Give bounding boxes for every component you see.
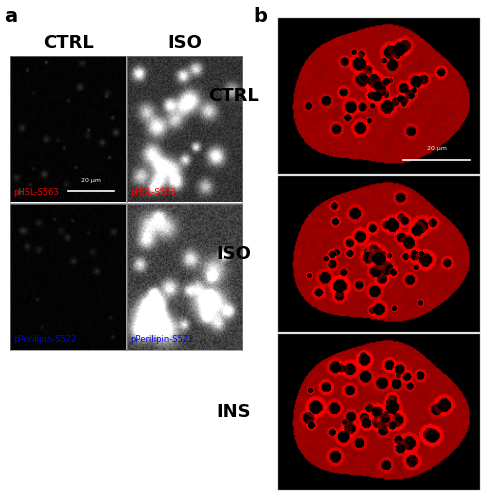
Text: pPerilipin-S522: pPerilipin-S522 — [14, 335, 77, 344]
Text: pPerilipin-S522: pPerilipin-S522 — [130, 335, 193, 344]
Text: CTRL: CTRL — [208, 87, 259, 105]
Text: INS: INS — [216, 403, 251, 421]
Text: pHSL-S563: pHSL-S563 — [130, 188, 176, 196]
Text: b: b — [253, 8, 267, 26]
Text: a: a — [4, 8, 17, 26]
Text: ISO: ISO — [168, 34, 202, 52]
Text: pHSL-S563: pHSL-S563 — [14, 188, 59, 196]
Text: CTRL: CTRL — [43, 34, 94, 52]
Text: 20 µm: 20 µm — [81, 178, 101, 184]
Text: ISO: ISO — [216, 245, 251, 263]
Text: 20 µm: 20 µm — [427, 146, 447, 150]
